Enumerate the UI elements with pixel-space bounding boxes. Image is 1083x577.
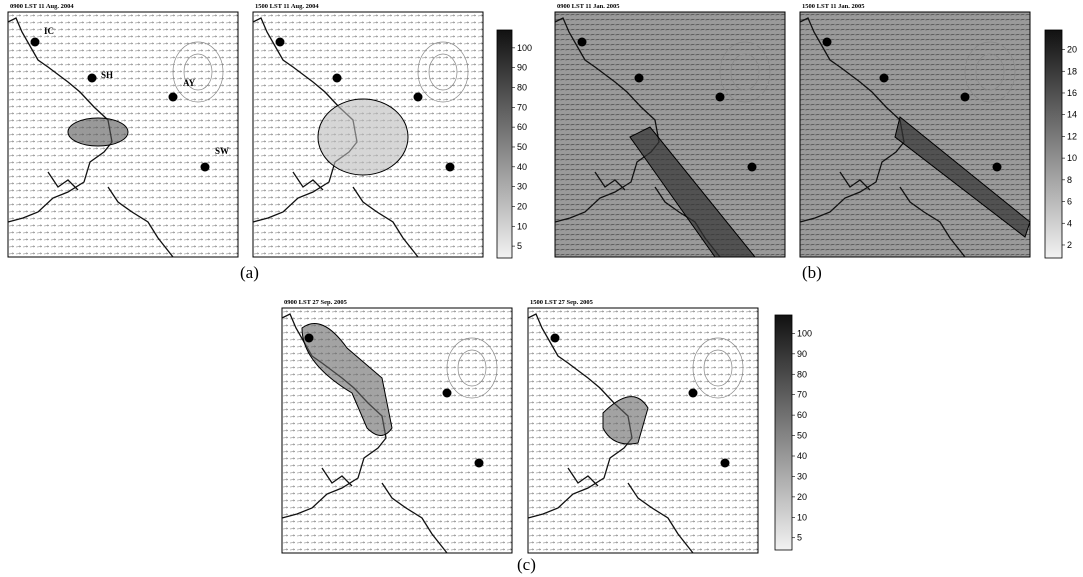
colorbar-label: 40 — [517, 162, 527, 172]
colorbar-label: 20 — [797, 492, 807, 502]
colorbar-label: 14 — [1067, 110, 1077, 120]
map: IC SH AY SW — [8, 12, 238, 257]
colorbar-label: 5 — [797, 533, 802, 543]
colorbar-label: 20 — [1067, 45, 1077, 55]
map-title: 0900 LST 27 Sep. 2005 — [284, 299, 348, 306]
map-title: 0900 LST 11 Aug. 2004 — [10, 3, 74, 10]
station-label: IC — [44, 26, 54, 36]
colorbar-label: 5 — [517, 241, 522, 251]
plume — [68, 118, 128, 146]
station-dot — [201, 163, 210, 172]
colorbar-label: 20 — [517, 201, 527, 211]
colorbar — [497, 30, 512, 258]
colorbar-label: 90 — [797, 349, 807, 359]
station-dot — [446, 163, 455, 172]
station-dot — [333, 74, 342, 83]
map-title: 1500 LST 11 Jan. 2005 — [802, 3, 865, 10]
station-dot — [551, 334, 560, 343]
station-dot — [169, 93, 178, 102]
station-dot — [31, 38, 40, 47]
station-dot — [578, 38, 587, 47]
map-title: 1500 LST 11 Aug. 2004 — [255, 3, 319, 10]
station-dot — [880, 74, 889, 83]
panel-label: (a) — [240, 263, 259, 282]
map-title: 0900 LST 11 Jan. 2005 — [557, 3, 620, 10]
station-dot — [88, 74, 97, 83]
colorbar-label: 70 — [797, 390, 807, 400]
station-dot — [475, 459, 484, 468]
map — [528, 308, 758, 553]
colorbar-label: 60 — [517, 122, 527, 132]
station-dot — [305, 334, 314, 343]
map-frame — [528, 308, 758, 553]
colorbar-label: 60 — [797, 410, 807, 420]
colorbar-label: 10 — [517, 221, 527, 231]
colorbar-label: 70 — [517, 102, 527, 112]
map-title: 1500 LST 27 Sep. 2005 — [530, 299, 594, 306]
map — [800, 12, 1030, 257]
station-dot — [635, 74, 644, 83]
colorbar-label: 50 — [797, 431, 807, 441]
panel-label: (c) — [517, 555, 536, 574]
station-dot — [961, 93, 970, 102]
map-frame — [555, 12, 785, 257]
station-dot — [823, 38, 832, 47]
station-label: SH — [101, 70, 113, 80]
colorbar-label: 10 — [797, 512, 807, 522]
colorbar-label: 30 — [517, 182, 527, 192]
station-dot — [748, 163, 757, 172]
colorbar-label: 100 — [797, 328, 812, 338]
station-dot — [689, 389, 698, 398]
colorbar-label: 40 — [797, 451, 807, 461]
colorbar-label: 100 — [517, 43, 532, 53]
colorbar-label: 18 — [1067, 66, 1077, 76]
station-dot — [993, 163, 1002, 172]
station-dot — [716, 93, 725, 102]
panel-label: (b) — [802, 263, 822, 282]
colorbar — [775, 315, 792, 550]
station-dot — [443, 389, 452, 398]
colorbar-label: 12 — [1067, 131, 1077, 141]
station-label: AY — [183, 78, 196, 88]
colorbar-label: 90 — [517, 63, 527, 73]
colorbar-label: 2 — [1067, 240, 1072, 250]
figure: IC SH AY SW 0900 LST 11 Aug. 2004 1500 LST 11… — [0, 0, 1083, 577]
map — [555, 12, 785, 257]
station-dot — [721, 459, 730, 468]
colorbar-label: 4 — [1067, 218, 1072, 228]
colorbar-label: 6 — [1067, 197, 1072, 207]
station-dot — [276, 38, 285, 47]
map — [253, 12, 483, 257]
station-label: SW — [215, 146, 229, 156]
map — [282, 308, 512, 553]
colorbar-label: 30 — [797, 471, 807, 481]
colorbar-label: 80 — [797, 369, 807, 379]
plume — [318, 99, 408, 175]
colorbar-label: 50 — [517, 142, 527, 152]
colorbar-label: 10 — [1067, 153, 1077, 163]
colorbar-label: 80 — [517, 82, 527, 92]
colorbar-label: 16 — [1067, 88, 1077, 98]
station-dot — [414, 93, 423, 102]
colorbar — [1045, 30, 1062, 258]
colorbar-label: 8 — [1067, 175, 1072, 185]
